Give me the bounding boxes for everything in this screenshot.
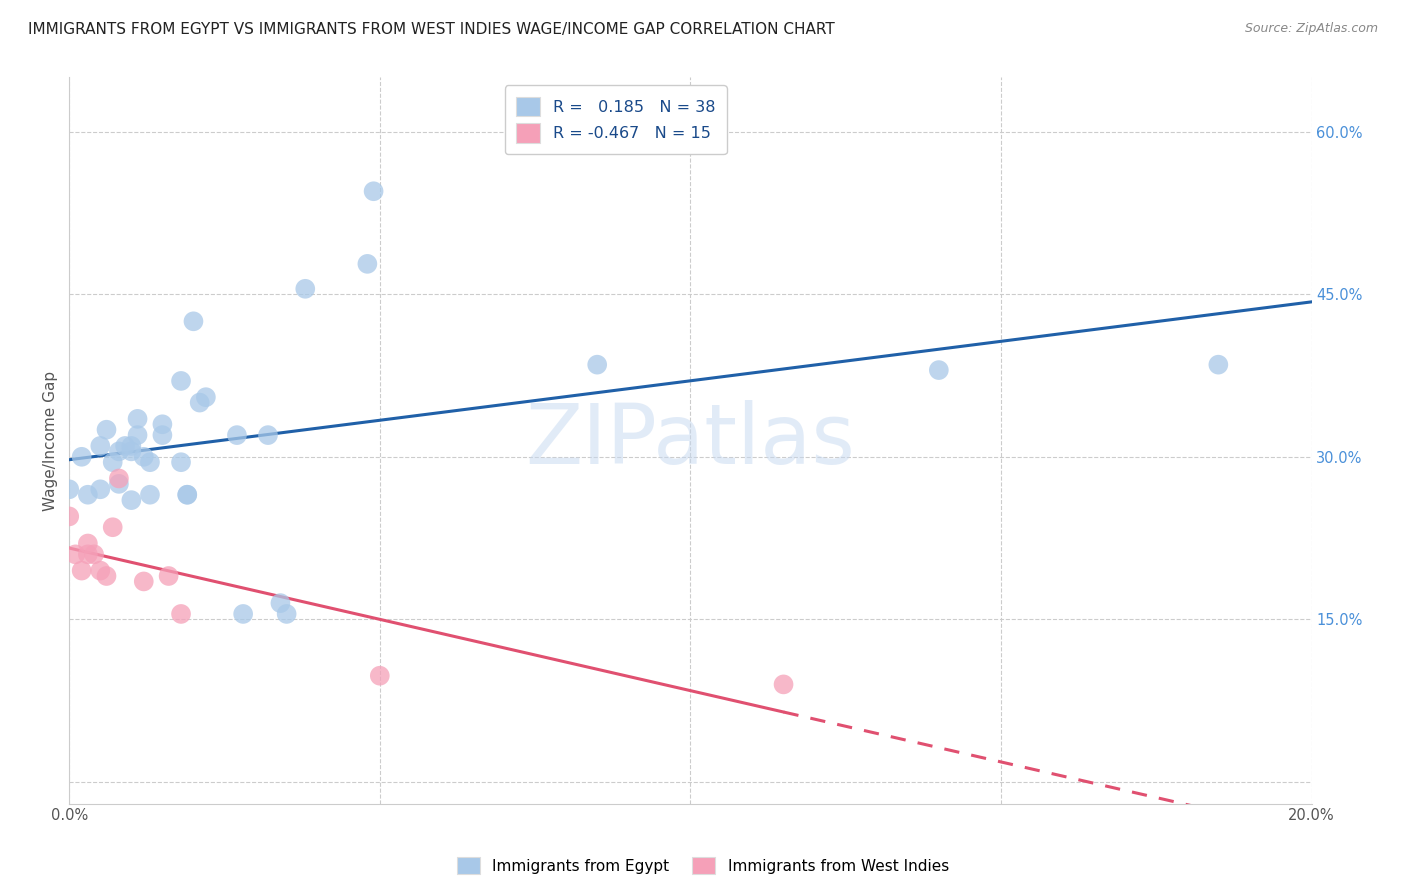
Point [276, 607, 298, 621]
Point [89, 564, 111, 578]
Point [1208, 358, 1230, 372]
Point [772, 677, 794, 691]
Point [194, 390, 217, 404]
Point [76, 547, 98, 561]
Point [114, 439, 136, 453]
Point [58, 509, 80, 524]
Point [108, 444, 131, 458]
Point [356, 257, 378, 271]
Text: Source: ZipAtlas.com: Source: ZipAtlas.com [1244, 22, 1378, 36]
Point [96, 569, 118, 583]
Point [586, 358, 609, 372]
Legend: R =   0.185   N = 38, R = -0.467   N = 15: R = 0.185 N = 38, R = -0.467 N = 15 [505, 86, 727, 154]
Point [101, 455, 124, 469]
Point [132, 450, 155, 464]
Point [170, 607, 193, 621]
Point [65, 547, 87, 561]
Point [76, 488, 98, 502]
Point [101, 520, 124, 534]
Point [170, 374, 193, 388]
Point [170, 455, 193, 469]
Point [76, 536, 98, 550]
Point [120, 493, 142, 508]
Point [188, 395, 211, 409]
Point [70, 564, 93, 578]
Point [294, 282, 316, 296]
Point [363, 184, 385, 198]
Point [176, 488, 198, 502]
Point [152, 417, 174, 432]
Point [108, 471, 131, 485]
Point [152, 428, 174, 442]
Point [96, 423, 118, 437]
Point [120, 444, 142, 458]
Point [89, 439, 111, 453]
Point [70, 450, 93, 464]
Point [257, 428, 280, 442]
Point [928, 363, 950, 377]
Point [232, 607, 254, 621]
Point [139, 455, 162, 469]
Point [139, 488, 162, 502]
Point [368, 669, 391, 683]
Text: IMMIGRANTS FROM EGYPT VS IMMIGRANTS FROM WEST INDIES WAGE/INCOME GAP CORRELATION: IMMIGRANTS FROM EGYPT VS IMMIGRANTS FROM… [28, 22, 835, 37]
Point [157, 569, 180, 583]
Point [89, 483, 111, 497]
Point [120, 439, 142, 453]
Point [226, 428, 249, 442]
Text: ZIPatlas: ZIPatlas [526, 400, 855, 481]
Point [83, 547, 105, 561]
Point [176, 488, 198, 502]
Point [132, 574, 155, 589]
Y-axis label: Wage/Income Gap: Wage/Income Gap [44, 370, 58, 510]
Point [58, 483, 80, 497]
Point [183, 314, 205, 328]
Legend: Immigrants from Egypt, Immigrants from West Indies: Immigrants from Egypt, Immigrants from W… [451, 851, 955, 880]
Point [127, 428, 149, 442]
Point [269, 596, 291, 610]
Point [127, 412, 149, 426]
Point [108, 476, 131, 491]
